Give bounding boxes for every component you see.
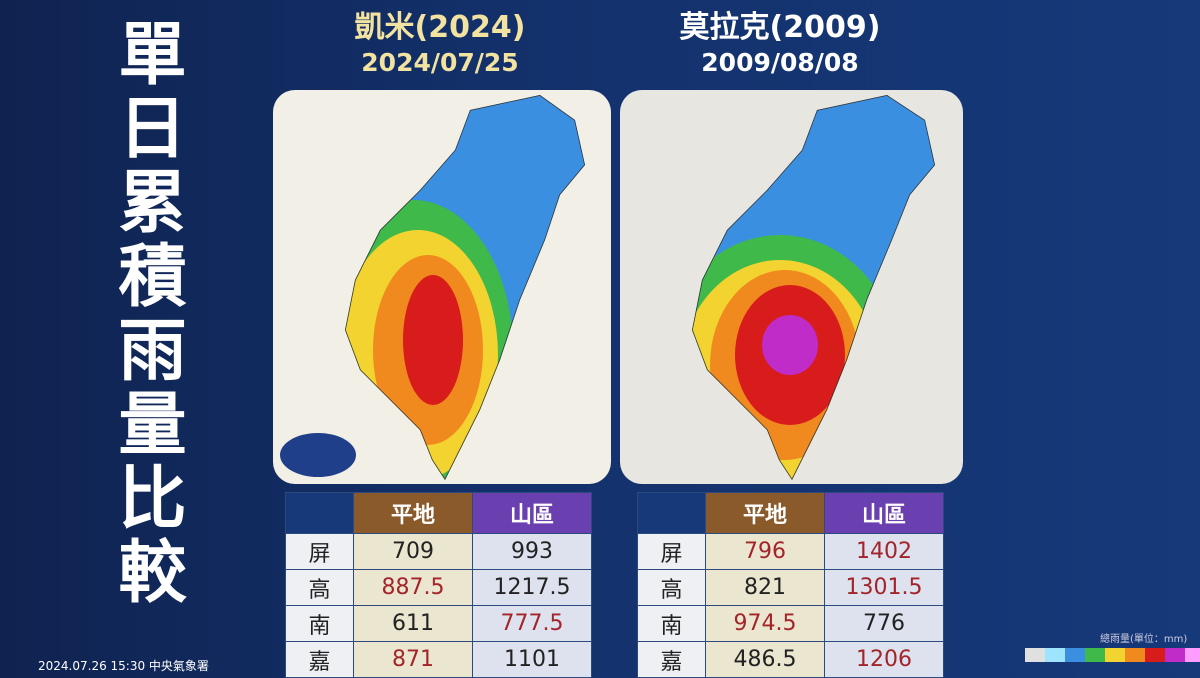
table-row: 屏 709 993: [285, 533, 592, 570]
table-row: 嘉 486.5 1206: [637, 641, 944, 678]
table-row: 嘉 871 1101: [285, 641, 592, 678]
table-cell: 777.5: [472, 605, 592, 642]
panel-date: 2024/07/25: [361, 48, 519, 77]
row-label: 南: [637, 605, 706, 642]
table-row: 高 821 1301.5: [637, 569, 944, 606]
column-header: 平地: [353, 492, 473, 534]
table-row: 南 611 777.5: [285, 605, 592, 642]
row-label: 屏: [637, 533, 706, 570]
rain-map: [273, 90, 611, 484]
footer: 2024.07.26 15:30 中央氣象署: [38, 659, 209, 673]
table-cell: 1206: [824, 641, 944, 678]
table-cell: 1217.5: [472, 569, 592, 606]
column-header: 山區: [472, 492, 592, 534]
table-cell: 887.5: [353, 569, 473, 606]
corner-cell: [285, 492, 354, 534]
panel-title: 凱米(2024): [354, 10, 526, 45]
table-cell: 1101: [472, 641, 592, 678]
row-label: 高: [637, 569, 706, 606]
table-row: 高 887.5 1217.5: [285, 569, 592, 606]
row-label: 嘉: [285, 641, 354, 678]
row-label: 屏: [285, 533, 354, 570]
table-row: 南 974.5 776: [637, 605, 944, 642]
rain-table: 平地 山區屏 709 993 高 887.5 1217.5 南 611 777.5 嘉 871 1101: [285, 492, 592, 678]
legend-title: 總雨量(單位：mm): [1100, 634, 1188, 645]
table-cell: 871: [353, 641, 473, 678]
table-row: 屏 796 1402: [637, 533, 944, 570]
header-row: 平地 山區: [285, 492, 592, 534]
corner-cell: [637, 492, 706, 534]
table-cell: 821: [705, 569, 825, 606]
table-cell: 709: [353, 533, 473, 570]
row-label: 高: [285, 569, 354, 606]
table-cell: 1402: [824, 533, 944, 570]
row-label: 南: [285, 605, 354, 642]
table-cell: 776: [824, 605, 944, 642]
rain-map: [620, 90, 963, 484]
column-header: 平地: [705, 492, 825, 534]
table-cell: 993: [472, 533, 592, 570]
panel-date: 2009/08/08: [701, 48, 859, 77]
panel-title: 莫拉克(2009): [679, 10, 881, 45]
header-row: 平地 山區: [637, 492, 944, 534]
table-cell: 611: [353, 605, 473, 642]
table-cell: 974.5: [705, 605, 825, 642]
column-header: 山區: [824, 492, 944, 534]
row-label: 嘉: [637, 641, 706, 678]
table-cell: 486.5: [705, 641, 825, 678]
table-cell: 1301.5: [824, 569, 944, 606]
table-cell: 796: [705, 533, 825, 570]
main-title: 單日累積雨量比較: [106, 18, 185, 610]
legend-bar: [1025, 648, 1200, 662]
rain-table: 平地 山區屏 796 1402 高 821 1301.5 南 974.5 776 嘉 486.5 120…: [637, 492, 944, 678]
